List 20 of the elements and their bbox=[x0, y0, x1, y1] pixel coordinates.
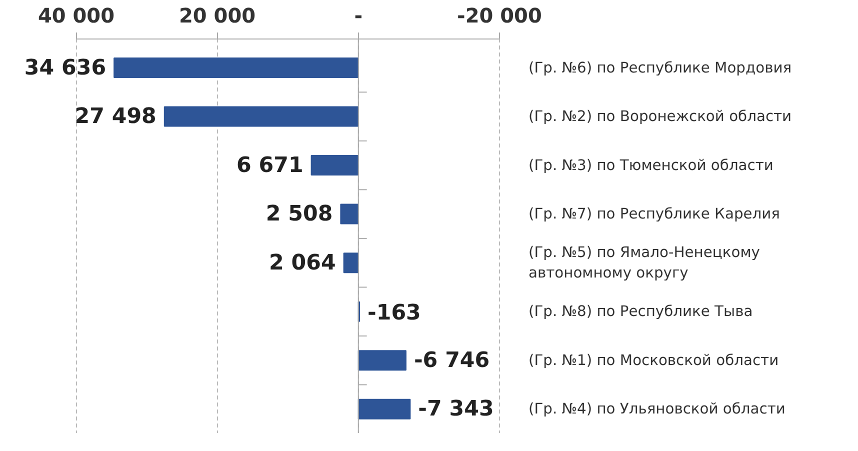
x-tick-label: - bbox=[354, 4, 363, 28]
y-tick-label: (Гр. №7) по Республике Карелия bbox=[528, 206, 780, 223]
data-label: 27 498 bbox=[74, 104, 156, 130]
y-tick-label: (Гр. №1) по Московской области bbox=[528, 352, 779, 369]
y-tick-label: (Гр. №8) по Республике Тыва bbox=[528, 303, 753, 320]
data-label: -6 746 bbox=[414, 348, 490, 373]
y-tick-label: (Гр. №4) по Ульяновской области bbox=[528, 400, 786, 418]
x-tick-label: 40 000 bbox=[38, 4, 114, 28]
data-label: -163 bbox=[368, 300, 421, 326]
y-tick-label: (Гр. №2) по Воронежской области bbox=[528, 108, 792, 126]
data-label: -7 343 bbox=[418, 396, 494, 422]
data-label: 6 671 bbox=[236, 152, 304, 178]
y-tick-label: (Гр. №6) по Республике Мордовия bbox=[528, 59, 792, 76]
data-label: 34 636 bbox=[24, 55, 106, 80]
y-tick-label: (Гр. №5) по Ямало-Ненецкому автономному округу bbox=[528, 244, 760, 282]
y-tick-label: (Гр. №3) по Тюменской области bbox=[528, 156, 774, 174]
data-label: 2 508 bbox=[266, 202, 333, 227]
x-tick-label: 20 000 bbox=[179, 4, 256, 28]
x-tick-label: -20 000 bbox=[457, 4, 542, 28]
data-label: 2 064 bbox=[269, 250, 336, 276]
